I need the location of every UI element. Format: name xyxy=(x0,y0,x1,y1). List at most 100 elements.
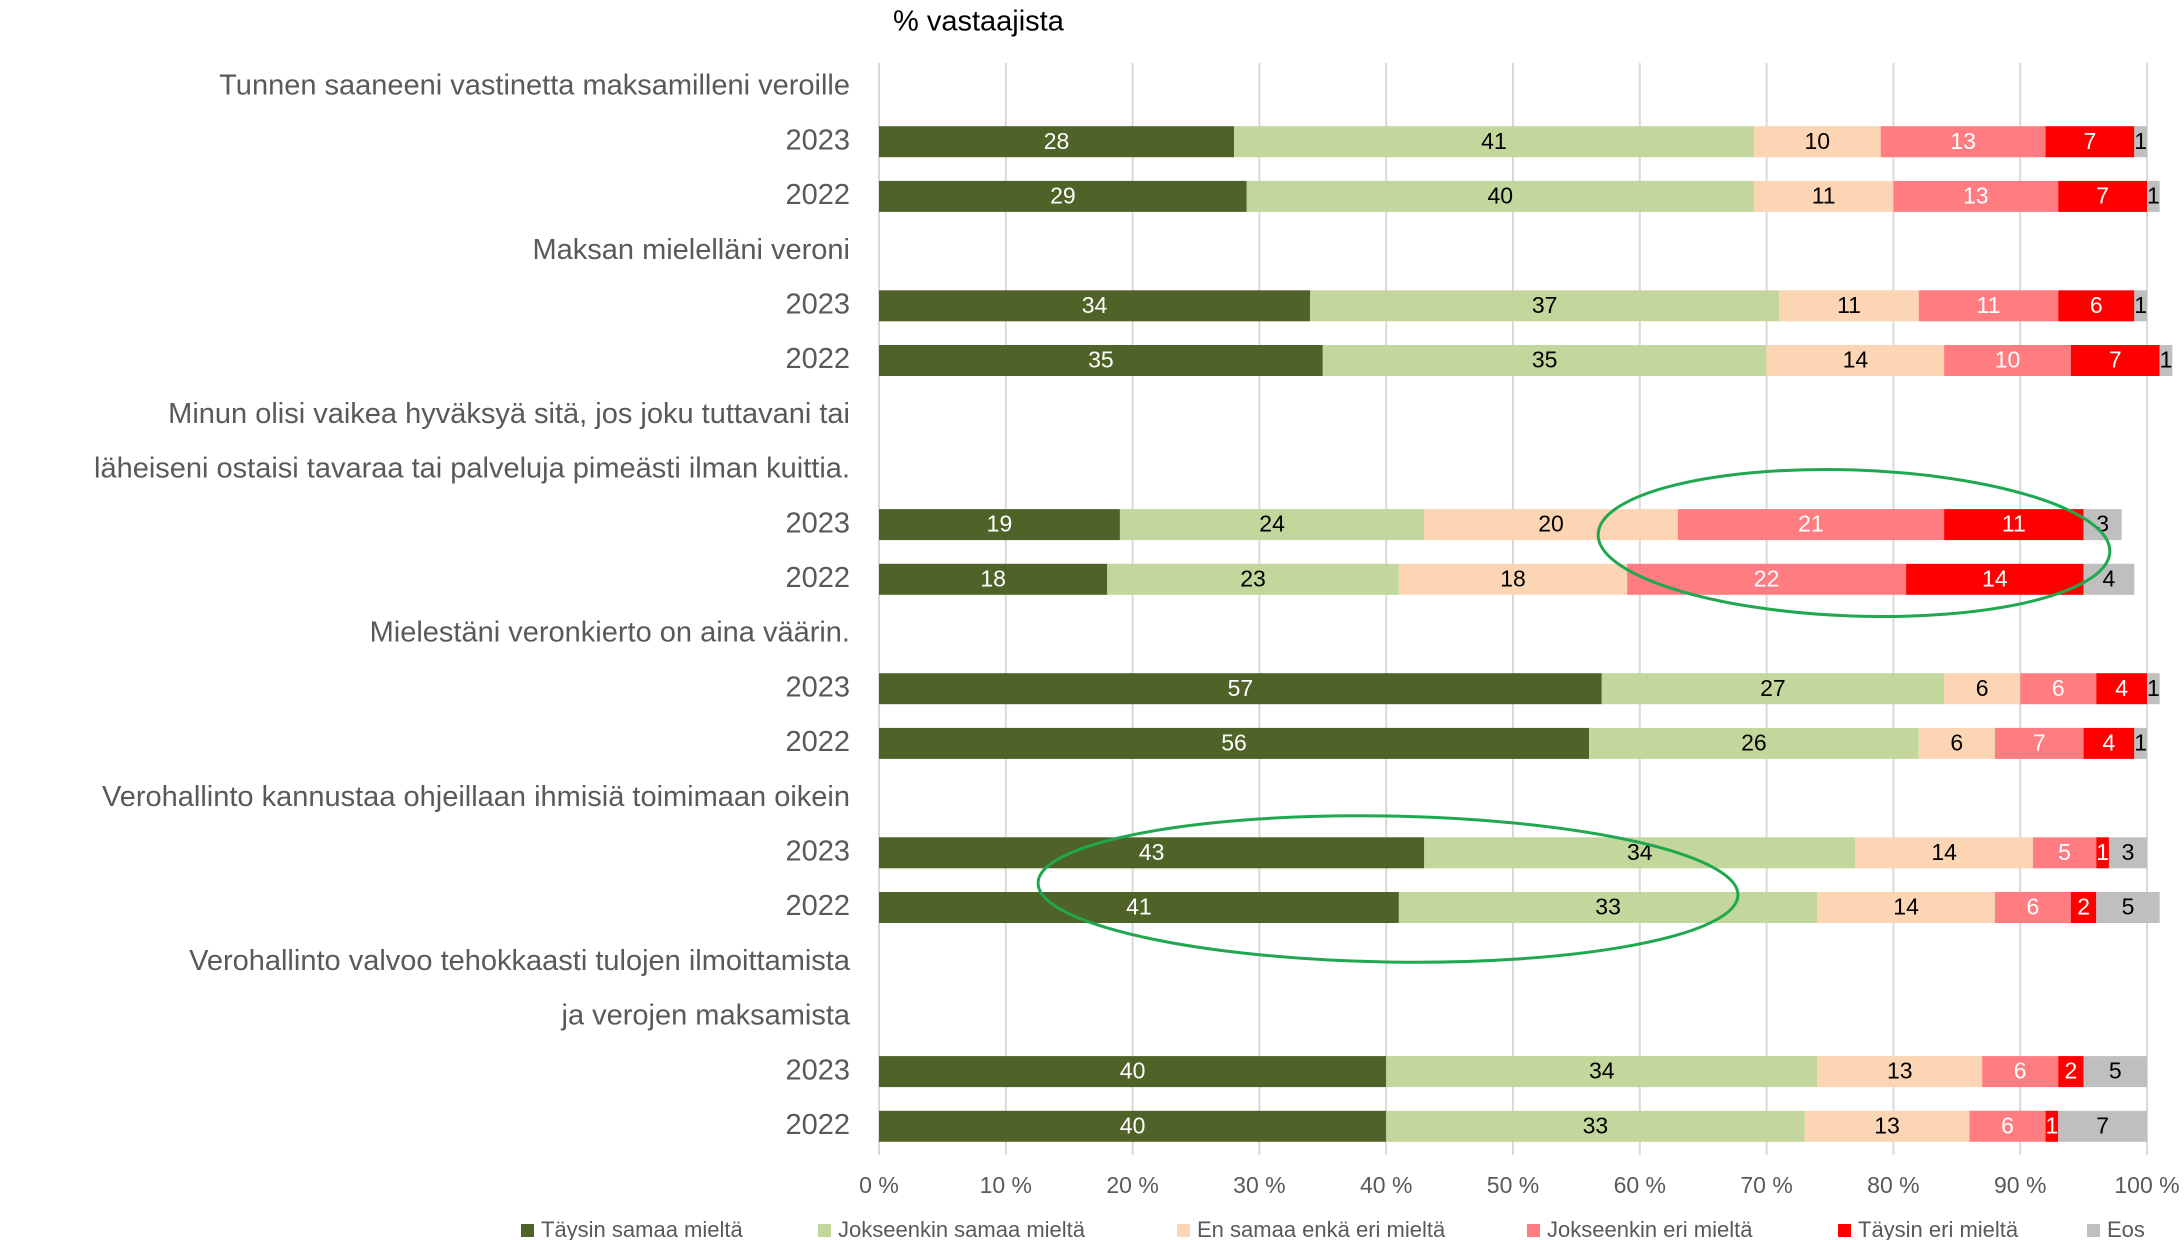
data-label: 7 xyxy=(2096,182,2109,208)
bar-segment xyxy=(2020,673,2097,705)
y-tick-label: 2023 xyxy=(785,124,850,156)
y-tick-label: 2022 xyxy=(785,562,850,594)
y-tick-label: 2022 xyxy=(785,726,850,758)
bar-segment xyxy=(2070,345,2160,376)
bar-segment xyxy=(1982,1056,2059,1088)
bar-segment xyxy=(1918,727,1995,759)
x-tick-label: 70 % xyxy=(1740,1172,1792,1198)
legend-label: Eos xyxy=(2107,1217,2145,1240)
bar-segment xyxy=(1234,126,1754,158)
bar-segment xyxy=(1310,290,1780,322)
bar-segment xyxy=(879,509,1120,541)
bar-segment xyxy=(1119,509,1425,541)
y-tick-label: 2022 xyxy=(785,1109,850,1141)
data-label: 22 xyxy=(1754,565,1780,591)
bar-segment xyxy=(2096,673,2147,705)
legend-label: Täysin samaa mieltä xyxy=(541,1217,744,1240)
data-label: 10 xyxy=(1995,347,2021,373)
chart-title: % vastaajista xyxy=(893,6,1065,38)
bar-segment xyxy=(879,126,1235,158)
data-label: 43 xyxy=(1139,839,1165,865)
data-label: 1 xyxy=(2160,347,2173,373)
bar-segment xyxy=(1677,509,1945,541)
y-tick-label: Mielestäni veronkierto on aina väärin. xyxy=(370,617,850,649)
y-tick-label: 2023 xyxy=(785,507,850,539)
bar-segment xyxy=(2096,837,2109,869)
bar-segment xyxy=(2058,1110,2147,1142)
data-label: 6 xyxy=(1976,675,1989,701)
bar-segment xyxy=(1601,673,1945,705)
y-tick-label: 2023 xyxy=(785,835,850,867)
bar-segment xyxy=(1817,892,1995,923)
data-label: 6 xyxy=(2090,292,2103,318)
x-tick-label: 10 % xyxy=(980,1172,1032,1198)
data-label: 3 xyxy=(2122,839,2135,865)
bar-segment xyxy=(1107,563,1399,595)
y-tick-label: 2022 xyxy=(785,179,850,211)
data-label: 4 xyxy=(2115,675,2128,701)
bar-segment xyxy=(1893,180,2059,212)
bar-segment xyxy=(1906,563,2084,595)
legend-label: Jokseenkin eri mieltä xyxy=(1547,1217,1753,1240)
bar-segment xyxy=(2058,1056,2084,1088)
data-label: 24 xyxy=(1259,511,1285,537)
bar-segment xyxy=(2083,1056,2147,1088)
data-label: 29 xyxy=(1050,182,1076,208)
bar-segment xyxy=(879,563,1108,595)
bar-segment xyxy=(1779,290,1919,322)
y-tick-label: 2023 xyxy=(785,1054,850,1086)
data-label: 4 xyxy=(2103,565,2116,591)
data-label: 5 xyxy=(2058,839,2071,865)
data-label: 1 xyxy=(2134,729,2147,755)
legend-label: Täysin eri mieltä xyxy=(1858,1217,2019,1240)
bar-segment xyxy=(2159,345,2173,376)
bar-segment xyxy=(879,727,1590,759)
x-tick-label: 80 % xyxy=(1867,1172,1919,1198)
data-label: 34 xyxy=(1589,1058,1615,1084)
data-label: 14 xyxy=(1931,839,1957,865)
bar-segment xyxy=(2083,563,2135,595)
bar-segment xyxy=(2147,673,2160,705)
data-label: 6 xyxy=(2014,1058,2027,1084)
data-label: 11 xyxy=(2002,511,2026,537)
bar-segment xyxy=(2045,126,2135,158)
y-tick-label: Verohallinto kannustaa ohjeillaan ihmisi… xyxy=(102,781,850,813)
data-label: 35 xyxy=(1088,347,1114,373)
y-tick-label: Tunnen saaneeni vastinetta maksamilleni … xyxy=(219,70,850,102)
data-label: 18 xyxy=(1500,565,1526,591)
bar-segment xyxy=(2147,180,2160,212)
data-label: 27 xyxy=(1760,675,1786,701)
y-tick-label: 2023 xyxy=(785,671,850,703)
bar-segment xyxy=(879,290,1311,322)
bar-segment xyxy=(1944,509,2084,541)
data-label: 13 xyxy=(1874,1112,1900,1138)
y-tick-label: ja verojen maksamista xyxy=(561,1000,851,1032)
y-tick-label: Maksan mielelläni veroni xyxy=(532,234,850,266)
legend-swatch xyxy=(1177,1224,1190,1237)
bar-segment xyxy=(1880,126,2046,158)
bar-segment xyxy=(1918,290,2059,322)
highlight-ellipse xyxy=(1036,814,1740,964)
x-tick-label: 50 % xyxy=(1487,1172,1539,1198)
bar-segment xyxy=(1804,1110,1970,1142)
data-label: 35 xyxy=(1532,347,1558,373)
data-label: 7 xyxy=(2096,1112,2109,1138)
plot: Tunnen saaneeni vastinetta maksamilleni … xyxy=(94,70,2172,1142)
data-label: 2 xyxy=(2077,894,2090,920)
data-label: 28 xyxy=(1044,128,1070,154)
data-label: 40 xyxy=(1120,1112,1146,1138)
data-label: 1 xyxy=(2147,675,2160,701)
highlight-ellipse xyxy=(1596,467,2112,619)
y-tick-label: Verohallinto valvoo tehokkaasti tulojen … xyxy=(189,945,851,977)
bar-segment xyxy=(1994,727,2084,759)
bar-segment xyxy=(1855,837,2033,869)
bar-segment xyxy=(2108,837,2147,869)
legend-swatch xyxy=(1527,1224,1540,1237)
data-label: 6 xyxy=(2052,675,2065,701)
x-tick-label: 20 % xyxy=(1106,1172,1158,1198)
data-label: 41 xyxy=(1126,894,1152,920)
data-label: 14 xyxy=(1982,565,2008,591)
data-label: 7 xyxy=(2084,128,2097,154)
x-tick-label: 100 % xyxy=(2114,1172,2179,1198)
